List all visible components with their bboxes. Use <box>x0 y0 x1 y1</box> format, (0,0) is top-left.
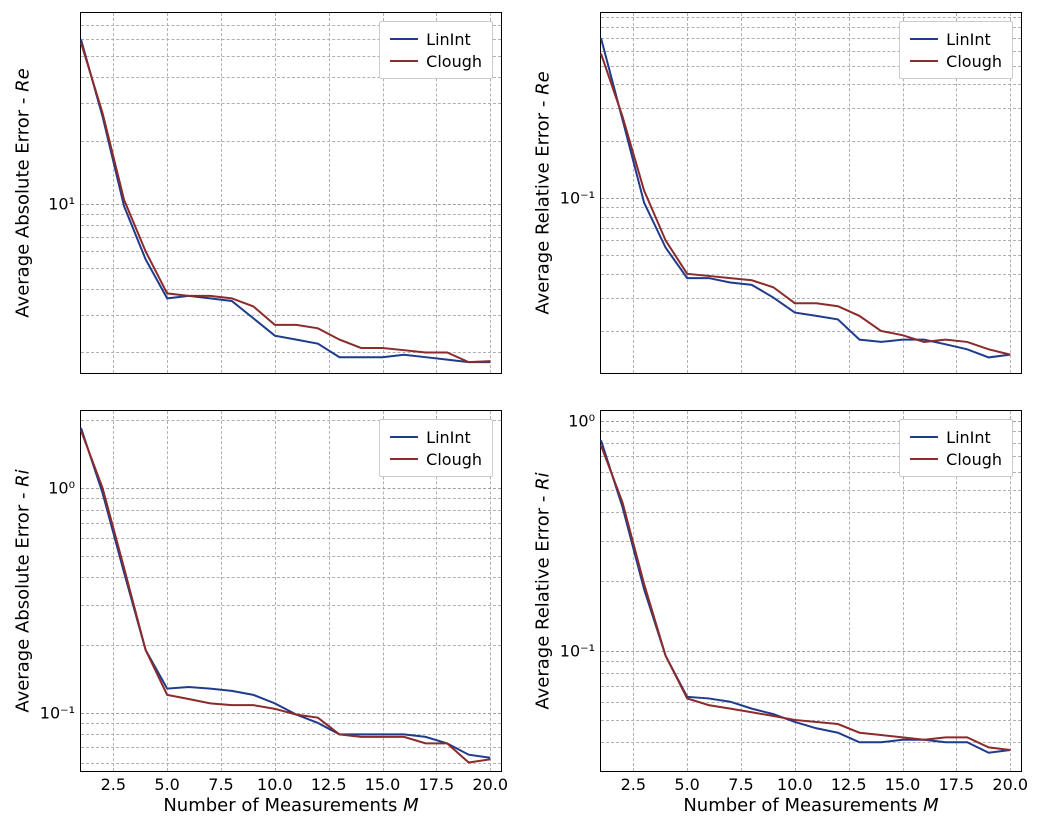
legend: LinInt Clough <box>379 419 493 477</box>
legend-item: Clough <box>390 448 482 470</box>
series-clough <box>81 431 490 763</box>
xtick-label: 15.0 <box>885 775 921 794</box>
series-linint <box>601 38 1010 357</box>
series-linint <box>81 39 490 362</box>
xtick-label: 7.5 <box>208 775 233 794</box>
xtick-label: 20.0 <box>992 775 1028 794</box>
y-axis-label: Average Absolute Error - Ri <box>13 469 34 712</box>
legend-label: Clough <box>426 450 482 469</box>
legend-swatch <box>910 38 938 40</box>
legend-label: Clough <box>946 450 1002 469</box>
subplot-bl: 2.55.07.510.012.515.017.520.010⁻¹10⁰Numb… <box>80 410 502 772</box>
ytick-label: 10⁰ <box>568 411 595 430</box>
xtick-label: 12.5 <box>311 775 347 794</box>
x-axis-label: Number of Measurements M <box>163 795 418 816</box>
xtick-label: 7.5 <box>728 775 753 794</box>
ytick-label: 10⁰ <box>48 478 75 497</box>
legend-item: LinInt <box>910 426 1002 448</box>
series-clough <box>601 445 1010 750</box>
xtick-label: 5.0 <box>674 775 699 794</box>
legend: LinInt Clough <box>899 419 1013 477</box>
legend-swatch <box>390 436 418 438</box>
series-linint <box>601 440 1010 752</box>
legend-label: LinInt <box>426 428 471 447</box>
legend: LinInt Clough <box>379 21 493 79</box>
subplot-tr: 10⁻¹Average Relative Error - ReLinIntClo… <box>600 12 1022 374</box>
legend-swatch <box>910 458 938 460</box>
legend-swatch <box>910 60 938 62</box>
xtick-label: 17.5 <box>939 775 975 794</box>
xtick-label: 17.5 <box>419 775 455 794</box>
ytick-label: 10⁻¹ <box>560 641 595 660</box>
legend-label: LinInt <box>426 30 471 49</box>
xtick-label: 5.0 <box>154 775 179 794</box>
subplot-br: 2.55.07.510.012.515.017.520.010⁻¹10⁰Numb… <box>600 410 1022 772</box>
legend-item: Clough <box>910 50 1002 72</box>
series-clough <box>601 54 1010 355</box>
xtick-label: 15.0 <box>365 775 401 794</box>
legend-swatch <box>390 60 418 62</box>
y-axis-label: Average Relative Error - Ri <box>533 472 554 709</box>
legend-item: Clough <box>390 50 482 72</box>
figure: 10¹ Average Absolute Error - Re LinInt Clou… <box>0 0 1037 839</box>
legend-item: Clough <box>910 448 1002 470</box>
xtick-label: 20.0 <box>472 775 508 794</box>
legend-label: LinInt <box>946 30 991 49</box>
y-axis-label: Average Relative Error - Re <box>533 71 554 314</box>
xtick-label: 2.5 <box>621 775 646 794</box>
legend-swatch <box>910 436 938 438</box>
xtick-label: 2.5 <box>101 775 126 794</box>
series-linint <box>81 428 490 758</box>
xtick-label: 10.0 <box>257 775 293 794</box>
series-clough <box>81 43 490 363</box>
legend: LinInt Clough <box>899 21 1013 79</box>
legend-item: LinInt <box>390 28 482 50</box>
subplot-tl: 10¹Average Absolute Error - ReLinIntClou… <box>80 12 502 374</box>
ytick-label: 10⁻¹ <box>40 703 75 722</box>
legend-swatch <box>390 38 418 40</box>
ytick-label: 10¹ <box>48 195 75 214</box>
legend-label: LinInt <box>946 428 991 447</box>
y-axis-label: Average Absolute Error - Re <box>13 68 34 317</box>
ytick-label: 10⁻¹ <box>560 189 595 208</box>
legend-label: Clough <box>426 52 482 71</box>
legend-swatch <box>390 458 418 460</box>
legend-item: LinInt <box>910 28 1002 50</box>
xtick-label: 10.0 <box>777 775 813 794</box>
legend-label: Clough <box>946 52 1002 71</box>
legend-item: LinInt <box>390 426 482 448</box>
x-axis-label: Number of Measurements M <box>683 795 938 816</box>
xtick-label: 12.5 <box>831 775 867 794</box>
